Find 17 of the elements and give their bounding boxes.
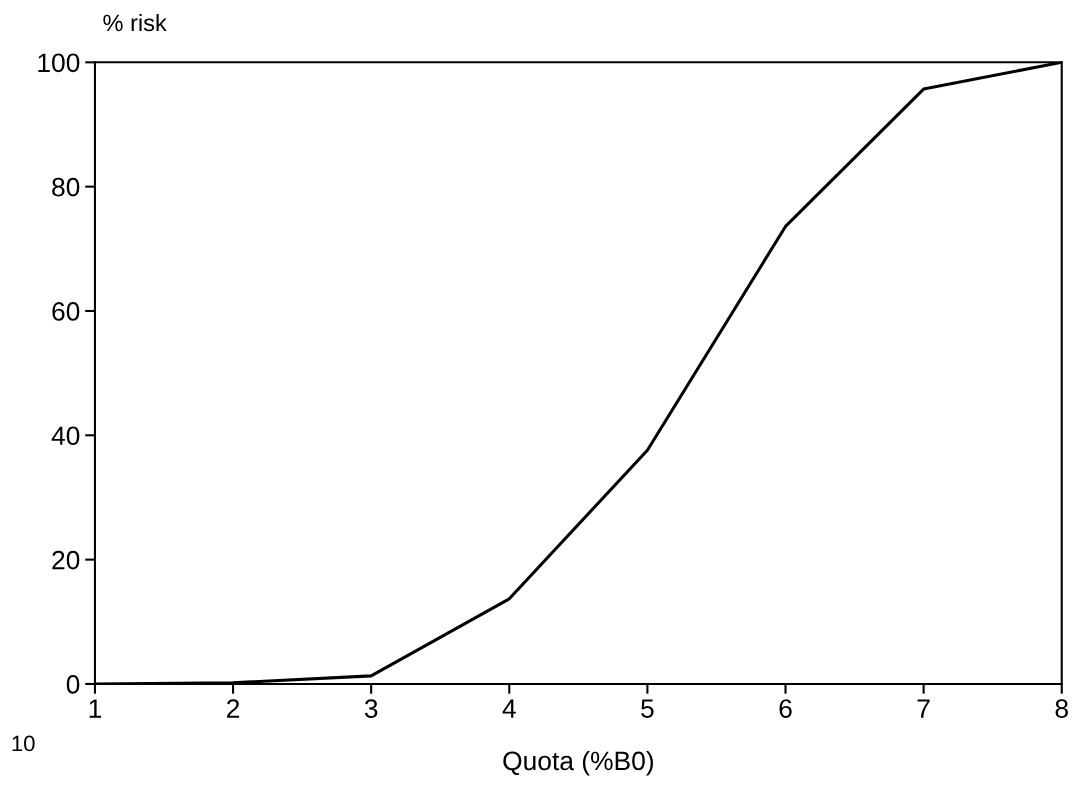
x-tick-label: 1	[89, 699, 101, 718]
y-tick-label: 40	[51, 426, 80, 446]
y-tick-label: 20	[52, 550, 80, 570]
x-tick-label: 7	[917, 699, 930, 718]
y-axis-title: % risk	[103, 13, 167, 32]
text: 10	[12, 735, 35, 752]
x-tick-label: 6	[779, 699, 792, 718]
y-tick-label: 80	[52, 177, 80, 197]
x-tick-label: 5	[641, 699, 654, 718]
x-tick-label: 3	[364, 699, 378, 718]
x-tick-label: 2	[227, 699, 240, 718]
y-tick-label: 60	[52, 302, 80, 321]
x-tick-label: 8	[1055, 699, 1068, 718]
x-axis-title: Quota (%B0)	[503, 750, 653, 776]
y-tick-label: 100	[38, 53, 80, 73]
y-tick-label: 0	[66, 675, 80, 694]
x-tick-label: 4	[502, 699, 516, 718]
